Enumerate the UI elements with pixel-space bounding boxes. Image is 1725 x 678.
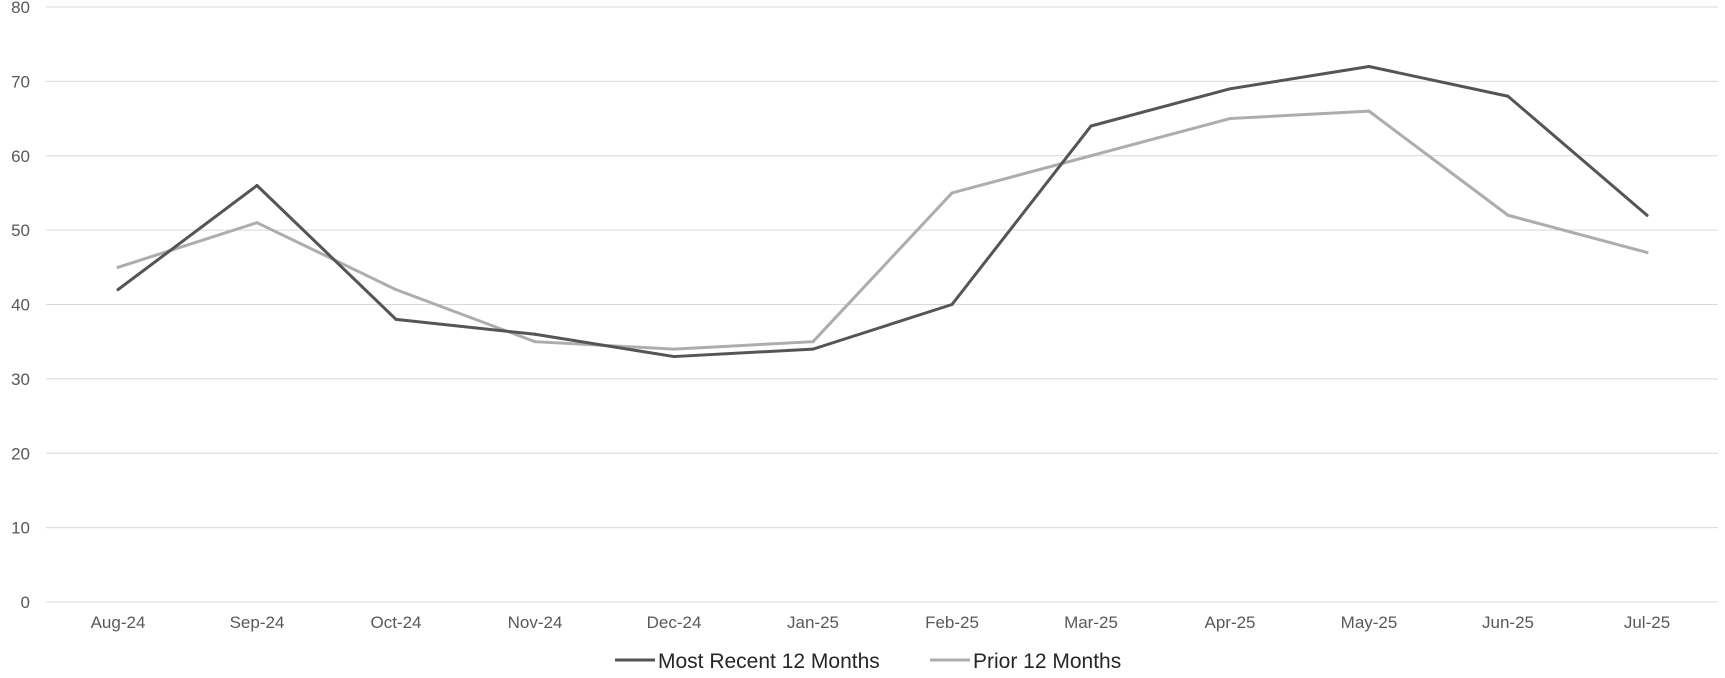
series-0-point [672, 355, 676, 359]
y-tick-label: 0 [21, 593, 30, 612]
x-tick-label: May-25 [1341, 613, 1398, 632]
x-tick-label: Jun-25 [1482, 613, 1534, 632]
legend-label-0: Most Recent 12 Months [658, 650, 880, 673]
series-0-point [1645, 213, 1649, 217]
series-1-point [255, 221, 259, 225]
x-tick-label: Jan-25 [787, 613, 839, 632]
x-tick-label: Nov-24 [508, 613, 563, 632]
series-0-point [1367, 65, 1371, 68]
x-tick-label: Aug-24 [91, 613, 146, 632]
x-tick-label: Jul-25 [1624, 613, 1670, 632]
series-0-point [811, 347, 815, 351]
series-0-point [1506, 94, 1510, 98]
series-0-point [1228, 87, 1232, 91]
series-lines [116, 65, 1649, 359]
x-tick-label: Mar-25 [1064, 613, 1118, 632]
series-1-point [1228, 117, 1232, 121]
y-tick-label: 40 [11, 296, 30, 315]
series-0-point [255, 184, 259, 187]
series-0-point [950, 303, 954, 306]
series-1-point [1089, 154, 1093, 158]
y-tick-label: 10 [11, 519, 30, 538]
legend: Most Recent 12 Months Prior 12 Months [615, 650, 1121, 673]
y-tick-label: 50 [11, 221, 30, 240]
y-tick-label: 20 [11, 444, 30, 463]
series-line-1 [116, 109, 1649, 351]
x-tick-label: Oct-24 [370, 613, 421, 632]
y-tick-label: 30 [11, 370, 30, 389]
y-axis-ticks: 0 10 20 30 40 50 60 70 80 [11, 0, 30, 612]
series-0-point [1089, 124, 1093, 128]
series-0-point [533, 332, 537, 336]
series-1-point [1367, 109, 1371, 113]
y-tick-label: 60 [11, 147, 30, 166]
series-1-point [1645, 250, 1649, 254]
x-tick-label: Dec-24 [647, 613, 702, 632]
series-0-point [394, 317, 398, 321]
legend-label-1: Prior 12 Months [973, 650, 1121, 673]
x-tick-label: Apr-25 [1204, 613, 1255, 632]
series-1-point [1506, 213, 1510, 217]
series-1-point [950, 191, 954, 195]
series-0-point [116, 288, 120, 292]
x-axis-ticks: Aug-24 Sep-24 Oct-24 Nov-24 Dec-24 Jan-25 Feb-… [91, 613, 1671, 632]
grid-lines [46, 6, 1718, 603]
series-1-point [394, 288, 398, 292]
series-1-point [533, 340, 537, 344]
x-tick-label: Feb-25 [925, 613, 979, 632]
y-tick-label: 70 [11, 72, 30, 91]
series-line-0 [116, 65, 1649, 359]
series-1-point [672, 347, 676, 351]
series-1-point [116, 265, 120, 269]
series-1-point [811, 340, 815, 344]
x-tick-label: Sep-24 [230, 613, 285, 632]
y-tick-label: 80 [11, 0, 30, 17]
